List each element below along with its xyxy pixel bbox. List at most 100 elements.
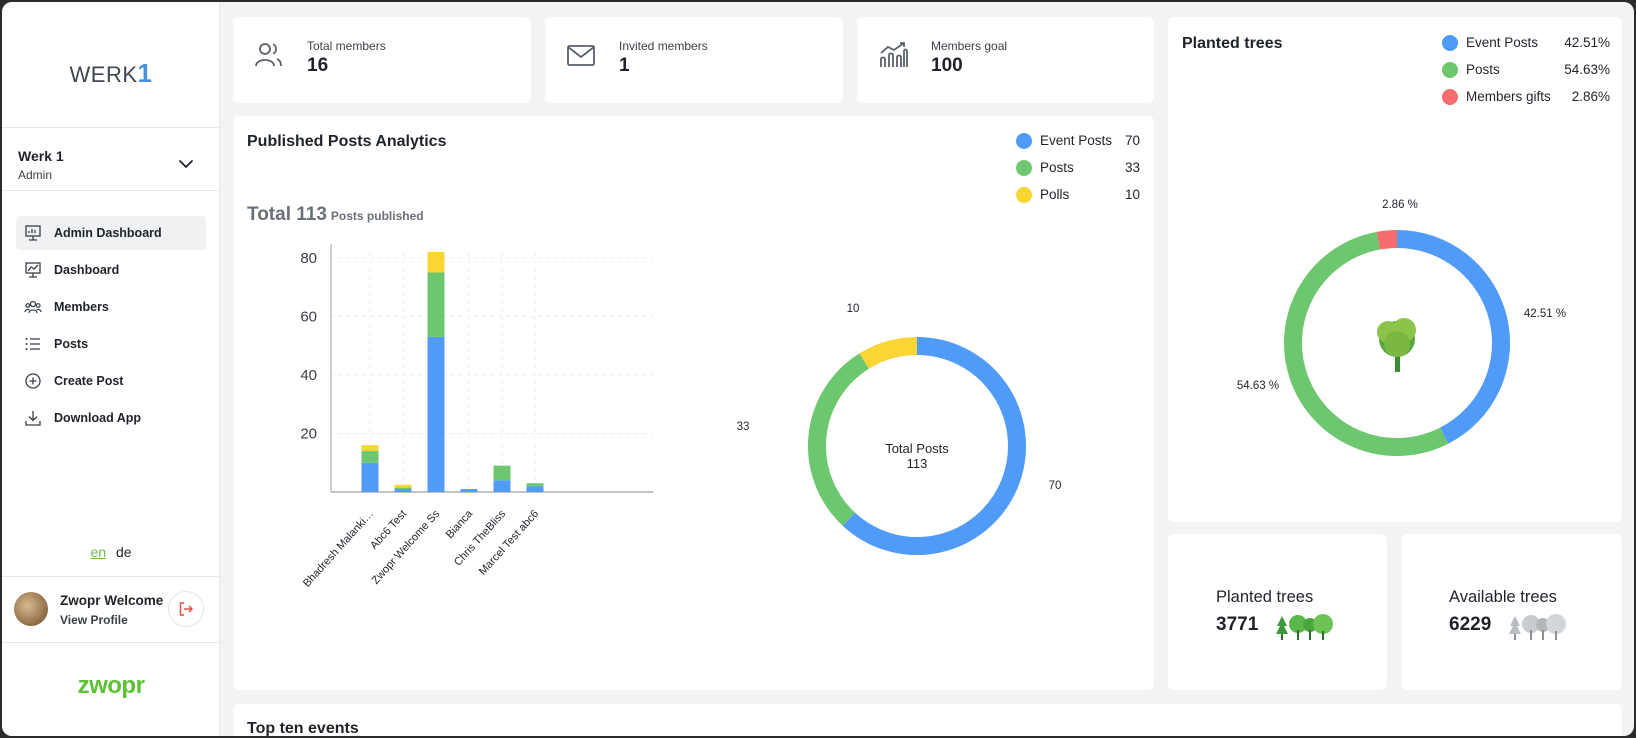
lang-en-link[interactable]: en (90, 544, 107, 560)
card-title: Planted trees (1182, 35, 1283, 52)
logo-number: 1 (137, 58, 153, 88)
card-title: Top ten events (247, 720, 359, 736)
stat-label: Planted trees (1216, 588, 1314, 606)
sidebar-item-label: Dashboard (54, 263, 120, 277)
growth-chart-icon (880, 42, 908, 67)
download-icon (25, 411, 41, 426)
bar-segment (427, 252, 445, 273)
legend-label: Polls (1040, 187, 1070, 202)
bar-segment (493, 480, 511, 492)
donut-segment (1376, 230, 1398, 250)
sidebar-item-create-post[interactable]: Create Post (16, 364, 206, 398)
legend-value: 42.51% (1564, 35, 1610, 50)
org-name: Werk 1 (18, 148, 64, 164)
sidebar-item-label: Create Post (54, 374, 124, 388)
green-trees-icon (1276, 614, 1333, 640)
stat-label: Members goal (931, 39, 1008, 53)
total-members-card: Total members 16 (233, 17, 531, 103)
published-posts-card: Published Posts Analytics Event Posts 70… (233, 116, 1154, 690)
gifts-percent-label: 2.86 % (1382, 199, 1418, 211)
bar-segment (361, 462, 379, 492)
avatar[interactable] (14, 592, 48, 626)
members-icon (24, 300, 42, 314)
planted-trees-card: Planted trees Event Posts 42.51% Posts 5… (1168, 17, 1622, 522)
stat-value: 3771 (1216, 614, 1259, 635)
presentation-icon (25, 225, 41, 241)
list-icon (25, 338, 40, 350)
divider (2, 642, 220, 643)
donut-value-label: 10 (847, 303, 860, 315)
donut-segment (808, 353, 870, 526)
legend-value: 54.63% (1564, 62, 1610, 77)
legend-label: Posts (1466, 62, 1500, 77)
stat-label: Available trees (1449, 588, 1557, 606)
logo-text: WERK (69, 62, 138, 87)
sidebar-item-label: Download App (54, 411, 142, 425)
legend-item[interactable]: Polls 10 (1016, 181, 1140, 208)
posts-legend: Event Posts 70 Posts 33 Polls 10 (1016, 127, 1140, 208)
legend-value: 2.86% (1571, 89, 1610, 104)
sidebar-item-label: Members (54, 300, 109, 314)
donut-center-label: Total Posts (885, 441, 949, 456)
sidebar-item-dashboard[interactable]: Dashboard (16, 253, 206, 287)
stat-label: Total members (307, 39, 386, 53)
bar-segment (361, 451, 379, 463)
zwopr-logo: zwopr (77, 672, 145, 699)
bar-segment (394, 489, 412, 492)
sidebar-item-download-app[interactable]: Download App (16, 401, 206, 435)
legend-label: Members gifts (1466, 89, 1551, 104)
legend-value: 33 (1124, 160, 1140, 175)
bar-segment (526, 486, 544, 492)
legend-label: Event Posts (1040, 133, 1113, 148)
sidebar-item-label: Posts (54, 337, 89, 351)
org-switcher[interactable]: Werk 1 Admin (18, 148, 204, 182)
posts-percent-label: 54.63 % (1237, 380, 1279, 392)
mail-icon (567, 45, 595, 66)
sidebar-item-members[interactable]: Members (16, 290, 206, 324)
tree-icon (1377, 318, 1416, 372)
legend-dot (1016, 186, 1032, 203)
legend-item[interactable]: Event Posts 42.51% (1442, 29, 1610, 56)
divider (2, 190, 220, 191)
y-tick-label: 20 (300, 425, 317, 442)
donut-segment (1396, 230, 1510, 444)
donut-segment (842, 337, 1026, 555)
total-caption: Posts published (330, 209, 424, 223)
legend-item[interactable]: Event Posts 70 (1016, 127, 1140, 154)
legend-value: 70 (1124, 133, 1140, 148)
total-posts-summary: Total 113 Posts published (247, 204, 424, 226)
members-goal-card: Members goal 100 (857, 17, 1154, 103)
sidebar-item-admin-dashboard[interactable]: Admin Dashboard (16, 216, 206, 250)
view-profile-link[interactable]: View Profile (60, 613, 128, 627)
bar-segment (493, 465, 511, 481)
legend-item[interactable]: Posts 54.63% (1442, 56, 1610, 83)
donut-segment (859, 337, 918, 369)
lang-de-link[interactable]: de (115, 544, 132, 560)
legend-dot (1016, 132, 1032, 149)
legend-dot (1016, 159, 1032, 176)
bar-segment (427, 336, 445, 492)
sidebar-item-label: Admin Dashboard (54, 226, 162, 240)
profile-section: Zwopr Welcome View Profile (14, 590, 210, 634)
chevron-down-icon[interactable] (178, 156, 194, 172)
total-count: Total 113 (247, 204, 327, 225)
donut-segment (1284, 231, 1449, 456)
chart-board-icon (25, 262, 41, 278)
bar-segment (526, 483, 544, 487)
sidebar-item-posts[interactable]: Posts (16, 327, 206, 361)
logout-button[interactable] (168, 591, 204, 627)
legend-value: 10 (1124, 187, 1140, 202)
y-tick-label: 60 (300, 308, 317, 325)
bar-segment (427, 272, 445, 337)
top-events-card: Top ten events (233, 704, 1622, 736)
planted-trees-stat-card: Planted trees 3771 (1168, 534, 1387, 690)
users-icon (255, 43, 282, 67)
werk1-logo[interactable]: WERK1 (2, 58, 220, 89)
legend-item[interactable]: Posts 33 (1016, 154, 1140, 181)
legend-dot (1442, 88, 1458, 105)
stat-label: Invited members (619, 39, 708, 53)
legend-item[interactable]: Members gifts 2.86% (1442, 83, 1610, 110)
event-percent-label: 42.51 % (1524, 308, 1566, 320)
donut-center-value: 113 (907, 456, 928, 471)
